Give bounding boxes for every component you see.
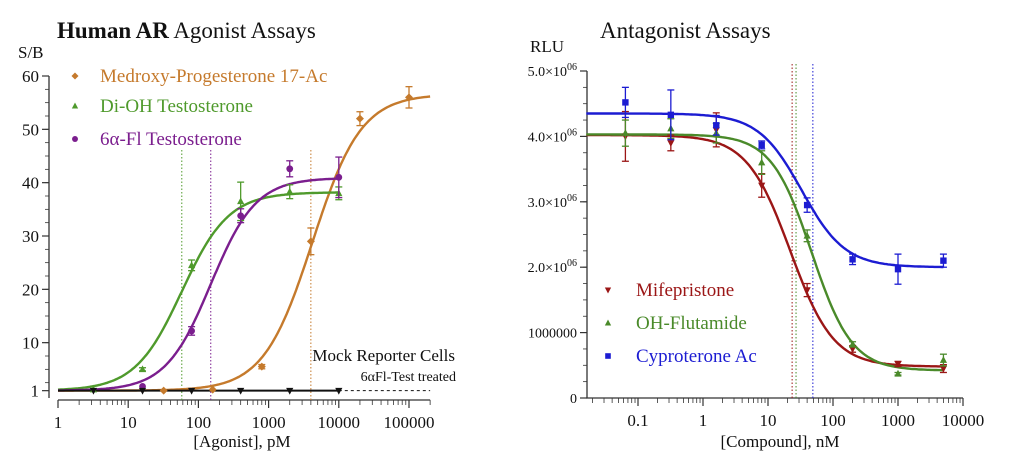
legend-label: Medroxy-Progesterone 17-Ac (100, 66, 327, 87)
x-tick-label: 1000 (881, 411, 915, 430)
fit-curve (586, 112, 944, 269)
y-tick-label: 1 (31, 382, 40, 401)
data-point (286, 187, 294, 195)
data-point (803, 287, 811, 295)
y-tick-label: 5.0×1006 (528, 62, 577, 80)
data-point (894, 265, 902, 273)
y-tick-label: 1000000 (528, 327, 577, 342)
data-point (286, 165, 294, 173)
data-point (713, 122, 720, 129)
x-tick-label: 100000 (384, 413, 435, 432)
data-point (848, 346, 857, 353)
data-point (187, 387, 196, 395)
legend-marker (604, 319, 612, 326)
y-tick-label: 50 (22, 120, 39, 139)
legend-marker (71, 102, 79, 109)
data-point (848, 340, 857, 348)
antagonist-panel: Antagonist Assays RLU [Compound], nM 010… (528, 18, 985, 451)
data-point (257, 362, 266, 371)
data-point (335, 387, 343, 395)
data-point (208, 385, 217, 394)
agonist-title-bold: Human AR (57, 18, 169, 43)
x-tick-label: 100 (820, 411, 846, 430)
data-point (405, 93, 413, 102)
data-point (758, 141, 765, 149)
data-point (758, 182, 766, 190)
data-point (939, 365, 948, 373)
legend-marker (604, 287, 612, 294)
data-point (621, 129, 630, 136)
mock-annotation: Mock Reporter Cells (312, 346, 455, 365)
y-tick-label: 20 (22, 280, 39, 299)
y-tick-label: 4.0×1006 (528, 127, 577, 145)
data-point (939, 356, 948, 363)
data-point (138, 365, 147, 373)
data-point (237, 197, 245, 205)
legend-label: Cyproterone Ac (636, 346, 757, 367)
y-tick-label: 40 (22, 174, 39, 193)
data-point (188, 327, 195, 335)
data-point (622, 99, 629, 106)
y-tick-label: 2.0×1006 (528, 258, 577, 276)
agonist-title: Human AR Agonist Assays (57, 18, 316, 43)
data-point (667, 140, 675, 147)
x-tick-label: 10 (120, 413, 137, 432)
agonist-title-rest: Agonist Assays (169, 18, 316, 43)
x-tick-label: 1000 (252, 413, 286, 432)
legend-marker (605, 353, 611, 359)
data-point (237, 387, 245, 395)
y-tick-label: 30 (22, 227, 39, 246)
legend-label: Mifepristone (636, 280, 734, 301)
antagonist-title: Antagonist Assays (600, 18, 771, 43)
fit-curve (586, 133, 944, 372)
data-point (667, 111, 675, 119)
legend-marker (72, 136, 78, 142)
mock-annotation-sub: 6αFl-Test treated (361, 370, 456, 385)
antagonist-y-label: RLU (530, 37, 564, 56)
y-tick-label: 60 (22, 67, 39, 86)
x-tick-label: 1 (54, 413, 63, 432)
data-point (286, 387, 294, 395)
x-tick-label: 10000 (318, 413, 361, 432)
y-tick-label: 10 (22, 334, 39, 353)
x-tick-label: 0.1 (627, 411, 648, 430)
x-tick-label: 1 (699, 411, 708, 430)
data-point (355, 114, 364, 123)
data-point (138, 387, 147, 395)
x-tick-label: 10000 (942, 411, 985, 430)
data-point (894, 361, 902, 368)
x-tick-label: 10 (760, 411, 777, 430)
x-tick-label: 100 (186, 413, 212, 432)
data-point (803, 231, 811, 239)
data-point (849, 256, 856, 263)
data-point (237, 212, 245, 220)
legend-label: 6α-Fl Testosterone (100, 129, 242, 150)
data-point (306, 237, 315, 246)
data-point (335, 173, 343, 181)
y-tick-label: 0 (570, 392, 577, 407)
antagonist-x-label: [Compound], nM (721, 432, 840, 451)
legend-label: OH-Flutamide (636, 313, 747, 334)
legend-label: Di-OH Testosterone (100, 96, 253, 117)
y-tick-label: 3.0×1006 (528, 193, 577, 211)
data-point (159, 386, 168, 395)
data-point (187, 261, 196, 269)
data-point (894, 369, 902, 377)
data-point (803, 201, 811, 209)
data-point (758, 158, 766, 166)
legend-marker (71, 72, 79, 80)
fit-curve (58, 177, 339, 392)
agonist-x-label: [Agonist], pM (193, 432, 290, 451)
agonist-panel: Human AR Agonist Assays S/B [Agonist], p… (18, 18, 456, 451)
agonist-y-label: S/B (18, 43, 44, 62)
data-point (89, 387, 98, 395)
data-point (940, 257, 947, 264)
